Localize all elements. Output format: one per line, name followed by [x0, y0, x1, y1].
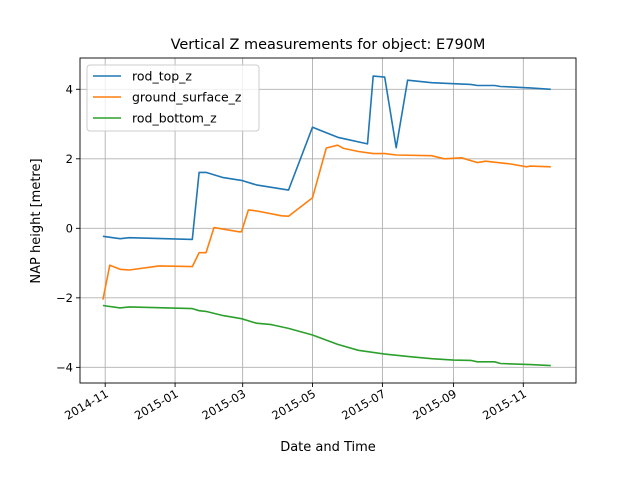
y-tick-label: −2	[56, 291, 73, 305]
y-axis: −4 −2 0 2 4	[56, 82, 80, 374]
legend-label: rod_top_z	[132, 69, 192, 84]
chart-title: Vertical Z measurements for object: E790…	[171, 37, 486, 53]
series-line-ground-surface-z	[102, 144, 551, 300]
legend: rod_top_z ground_surface_z rod_bottom_z	[86, 64, 260, 132]
x-tick-label: 2015-05	[269, 386, 318, 422]
legend-box	[86, 64, 260, 132]
y-tick-label: 0	[66, 221, 73, 235]
plot-frame	[79, 57, 577, 384]
x-tick-label: 2015-11	[480, 386, 529, 422]
series-line-rod-top-z	[102, 75, 551, 241]
y-axis-label: NAP height [metre]	[29, 158, 44, 283]
series-line-rod-bottom-z	[102, 304, 551, 367]
series-lines	[102, 75, 551, 367]
x-tick-label: 2015-09	[410, 386, 459, 422]
y-tick-label: −4	[56, 360, 73, 374]
x-tick-label: 2015-07	[339, 386, 388, 422]
x-tick-label: 2015-03	[200, 386, 249, 422]
y-tick-label: 4	[66, 82, 73, 96]
x-tick-label: 2014-11	[62, 386, 111, 422]
x-axis: 2014-11 2015-01 2015-03 2015-05 2015-07 2015-…	[62, 383, 529, 423]
legend-label: rod_bottom_z	[132, 111, 217, 126]
legend-label: ground_surface_z	[132, 90, 242, 105]
y-tick-label: 2	[66, 152, 73, 166]
x-axis-label: Date and Time	[280, 440, 376, 455]
x-tick-label: 2015-01	[132, 386, 181, 422]
